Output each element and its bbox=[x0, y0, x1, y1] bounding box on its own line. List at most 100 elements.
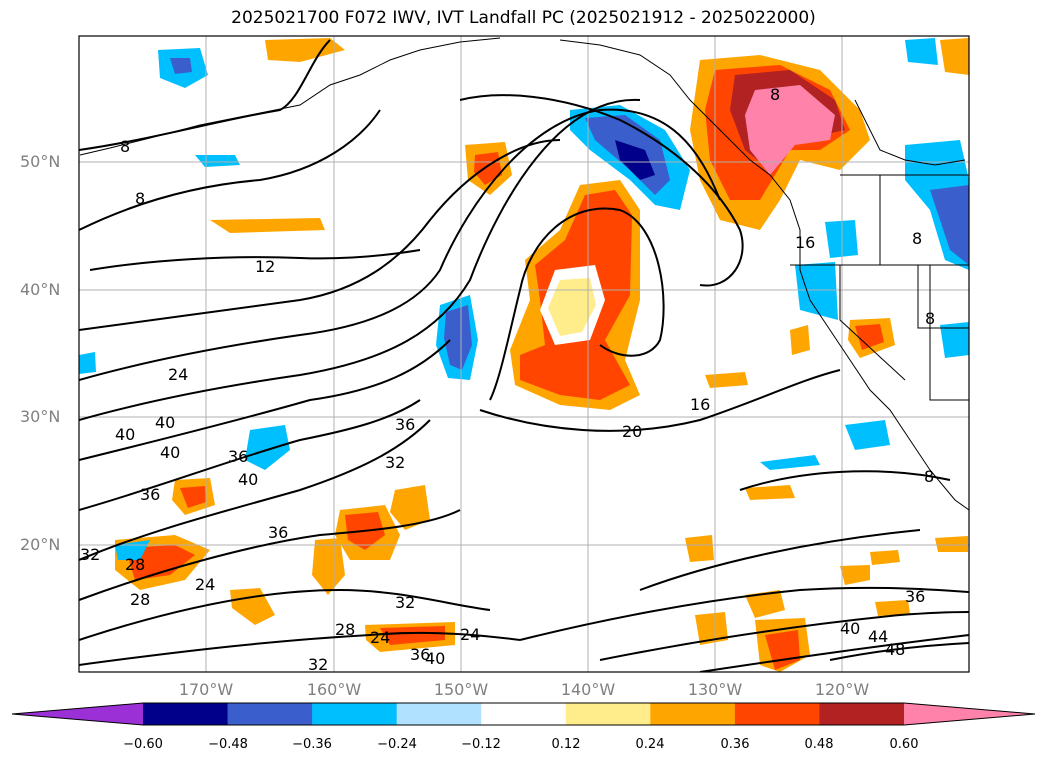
contour-label-layer: 8 8 12 24 40 40 40 36 36 40 36 32 36 32 … bbox=[80, 85, 935, 674]
shaded-region bbox=[170, 58, 192, 74]
contour-label: 36 bbox=[410, 645, 430, 664]
contour-label: 40 bbox=[840, 619, 860, 638]
shaded-region bbox=[845, 420, 890, 450]
shaded-region bbox=[905, 38, 938, 65]
shaded-region bbox=[745, 485, 795, 500]
contour-label: 24 bbox=[460, 625, 480, 644]
colorbar-tick-label: 0.48 bbox=[804, 737, 834, 752]
longitude-label: 130°W bbox=[687, 680, 743, 699]
shaded-region bbox=[870, 550, 900, 565]
shaded-region bbox=[444, 305, 472, 370]
shaded-region bbox=[312, 538, 345, 595]
colorbar-tick-label: 0.60 bbox=[889, 737, 919, 752]
shaded-region bbox=[390, 485, 430, 530]
contour-label: 40 bbox=[115, 425, 135, 444]
shaded-region bbox=[840, 565, 870, 585]
contour-label: 32 bbox=[308, 655, 328, 674]
latitude-label: 20°N bbox=[20, 535, 61, 554]
shaded-region bbox=[875, 600, 910, 616]
shaded-region bbox=[790, 325, 810, 355]
shaded-region bbox=[795, 262, 838, 320]
contour-label: 32 bbox=[385, 453, 405, 472]
shaded-region bbox=[930, 185, 969, 265]
colorbar-swatch bbox=[312, 703, 398, 725]
colorbar-outline bbox=[11, 702, 1036, 726]
contour-label: 28 bbox=[125, 555, 145, 574]
colorbar-extend-high bbox=[904, 703, 1035, 725]
contour-label: 40 bbox=[238, 470, 258, 489]
colorbar-tick-label: 0.12 bbox=[551, 737, 581, 752]
contour-label: 8 bbox=[912, 229, 922, 248]
shaded-region bbox=[210, 218, 325, 233]
contour-label: 16 bbox=[690, 395, 710, 414]
shaded-region bbox=[940, 322, 969, 358]
shaded-region bbox=[79, 352, 96, 374]
shaded-region bbox=[940, 38, 969, 75]
shaded-region bbox=[245, 425, 290, 470]
shaded-region bbox=[265, 38, 345, 62]
latitude-label: 30°N bbox=[20, 407, 61, 426]
contour-label: 40 bbox=[155, 413, 175, 432]
colorbar-tick-label: 0.24 bbox=[635, 737, 665, 752]
contour-label: 24 bbox=[370, 628, 390, 647]
colorbar-swatch bbox=[565, 703, 651, 725]
longitude-label: 170°W bbox=[178, 680, 234, 699]
colorbar-swatch bbox=[481, 703, 567, 725]
coastlines bbox=[79, 37, 969, 511]
colorbar-tick-label: 0.36 bbox=[720, 737, 750, 752]
colorbar-tick-label: −0.36 bbox=[292, 737, 332, 752]
contour-label: 28 bbox=[335, 620, 355, 639]
colorbar-swatch bbox=[396, 703, 482, 725]
contour-label: 8 bbox=[925, 309, 935, 328]
longitude-label: 120°W bbox=[814, 680, 870, 699]
contour-label: 8 bbox=[135, 189, 145, 208]
colorbar-tick-label: −0.60 bbox=[123, 737, 163, 752]
longitude-label: 160°W bbox=[306, 680, 362, 699]
contour-label: 36 bbox=[905, 587, 925, 606]
shaded-region bbox=[685, 535, 714, 562]
contour-label: 24 bbox=[195, 575, 215, 594]
shaded-region bbox=[855, 324, 884, 350]
map-plot-area: 8 8 12 24 40 40 40 36 36 40 36 32 36 32 … bbox=[79, 36, 969, 674]
shaded-region bbox=[760, 455, 820, 470]
contour-label: 48 bbox=[885, 640, 905, 659]
contour-label: 36 bbox=[140, 485, 160, 504]
shaded-region bbox=[230, 588, 275, 625]
contour-label: 24 bbox=[168, 365, 188, 384]
contour-label: 36 bbox=[268, 523, 288, 542]
map-title: 2025021700 F072 IWV, IVT Landfall PC (20… bbox=[231, 8, 816, 28]
longitude-label: 140°W bbox=[560, 680, 616, 699]
colorbar-swatch bbox=[650, 703, 736, 725]
longitude-label: 150°W bbox=[433, 680, 489, 699]
shaded-region bbox=[180, 486, 206, 508]
contour-label: 8 bbox=[924, 467, 934, 486]
colorbar bbox=[11, 702, 1036, 726]
contour-label: 12 bbox=[255, 257, 275, 276]
shaded-region bbox=[765, 630, 800, 670]
iwv-contours bbox=[79, 39, 969, 672]
contour-label: 44 bbox=[868, 627, 888, 646]
shaded-region bbox=[935, 536, 968, 552]
latitude-label: 40°N bbox=[20, 280, 61, 299]
colorbar-swatch bbox=[734, 703, 820, 725]
contour-label: 40 bbox=[160, 443, 180, 462]
contour-label: 36 bbox=[228, 447, 248, 466]
colorbar-tick-label: −0.24 bbox=[377, 737, 417, 752]
contour-label: 20 bbox=[622, 422, 642, 441]
contour-label: 16 bbox=[795, 233, 815, 252]
graticule bbox=[79, 36, 969, 672]
contour-label: 32 bbox=[395, 593, 415, 612]
shaded-region bbox=[615, 140, 655, 180]
colorbar-tick-label: −0.12 bbox=[461, 737, 501, 752]
contour-label: 36 bbox=[395, 415, 415, 434]
colorbar-tick-label: −0.48 bbox=[208, 737, 248, 752]
shaded-region bbox=[380, 626, 445, 645]
contour-label: 8 bbox=[120, 137, 130, 156]
contour-label: 28 bbox=[130, 590, 150, 609]
colorbar-swatch bbox=[819, 703, 905, 725]
map-frame bbox=[78, 35, 970, 673]
shaded-region bbox=[745, 590, 785, 618]
shaded-region bbox=[705, 372, 748, 388]
colorbar-swatch bbox=[227, 703, 313, 725]
